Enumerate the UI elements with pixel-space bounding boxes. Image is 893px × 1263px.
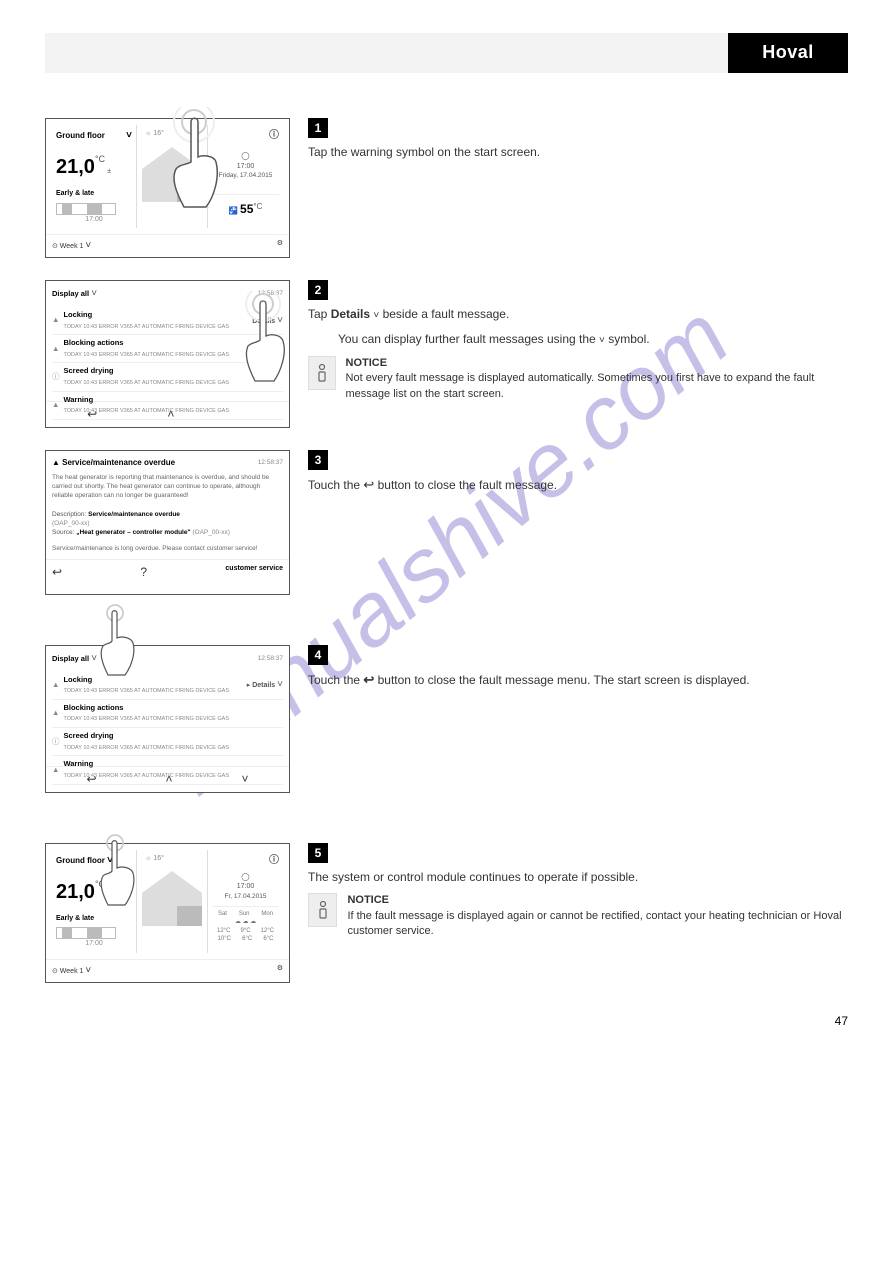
step-5: Ground floor ˅ 21,0°C ± Early & late 17:… [45,843,848,983]
list-item: ⓘScreed dryingTODAY 10:43 ERROR V365 AT … [52,728,283,756]
gear-icon: ⚙ [277,964,283,978]
screenshot-list-2: Display all ˅12:58:37 ▲LockingTODAY 10:4… [45,645,290,793]
screenshot-home-1: Ground floor˅ 21,0°C ± Early & late 17:0… [45,118,290,258]
step-number-5: 5 [308,843,328,863]
info-icon [308,356,336,390]
brand-logo: Hoval [728,33,848,73]
list-item: ⓘScreed dryingTODAY 10:43 ERROR V365 AT … [52,363,283,391]
step-number-3: 3 [308,450,328,470]
step-number-4: 4 [308,645,328,665]
list-item: ▲LockingTODAY 10:43 ERROR V365 AT AUTOMA… [52,672,283,700]
back-arrow-icon: ↩ [363,477,374,492]
step-text-3: Touch the ↩ button to close the fault me… [308,476,848,494]
screenshot-list-1: Display all ˅12:58:37 ▲LockingTODAY 10:4… [45,280,290,428]
step-4: Display all ˅12:58:37 ▲LockingTODAY 10:4… [45,645,848,793]
step-number-2: 2 [308,280,328,300]
screenshot-detail: ▲ Service/maintenance overdue12:58:37 Th… [45,450,290,595]
step-text-2a: Tap Details ˅ beside a fault message. [308,306,848,323]
step-text-2b: You can display further fault messages u… [338,331,848,348]
list-item: ▲WarningTODAY 10:43 ERROR V365 AT AUTOMA… [52,756,283,784]
step-text-4: Touch the ↩ button to close the fault me… [308,671,848,689]
screenshot-home-2: Ground floor ˅ 21,0°C ± Early & late 17:… [45,843,290,983]
back-arrow-icon: ↩ [363,672,374,687]
step-3: ▲ Service/maintenance overdue12:58:37 Th… [45,450,848,595]
list-item: ▲LockingTODAY 10:43 ERROR V365 AT AUTOMA… [52,307,283,335]
header-bar: Hoval [45,33,848,73]
list-item: ▲Blocking actionsTODAY 10:43 ERROR V365 … [52,700,283,728]
gear-icon: ⚙ [277,239,283,253]
list-item: ▲Blocking actionsTODAY 10:43 ERROR V365 … [52,335,283,363]
info-icon [308,893,337,927]
step-1: Ground floor˅ 21,0°C ± Early & late 17:0… [45,118,848,258]
notice-block: NOTICE If the fault message is displayed… [308,893,848,939]
list-item: ▲WarningTODAY 10:43 ERROR V365 AT AUTOMA… [52,392,283,420]
step-text-5: The system or control module continues t… [308,869,848,886]
back-icon: ↩ [52,564,62,581]
page-number: 47 [0,1013,848,1030]
step-text-1: Tap the warning symbol on the start scre… [308,144,848,161]
step-number-1: 1 [308,118,328,138]
notice-block: NOTICE Not every fault message is displa… [308,356,848,402]
step-2: Display all ˅12:58:37 ▲LockingTODAY 10:4… [45,280,848,428]
